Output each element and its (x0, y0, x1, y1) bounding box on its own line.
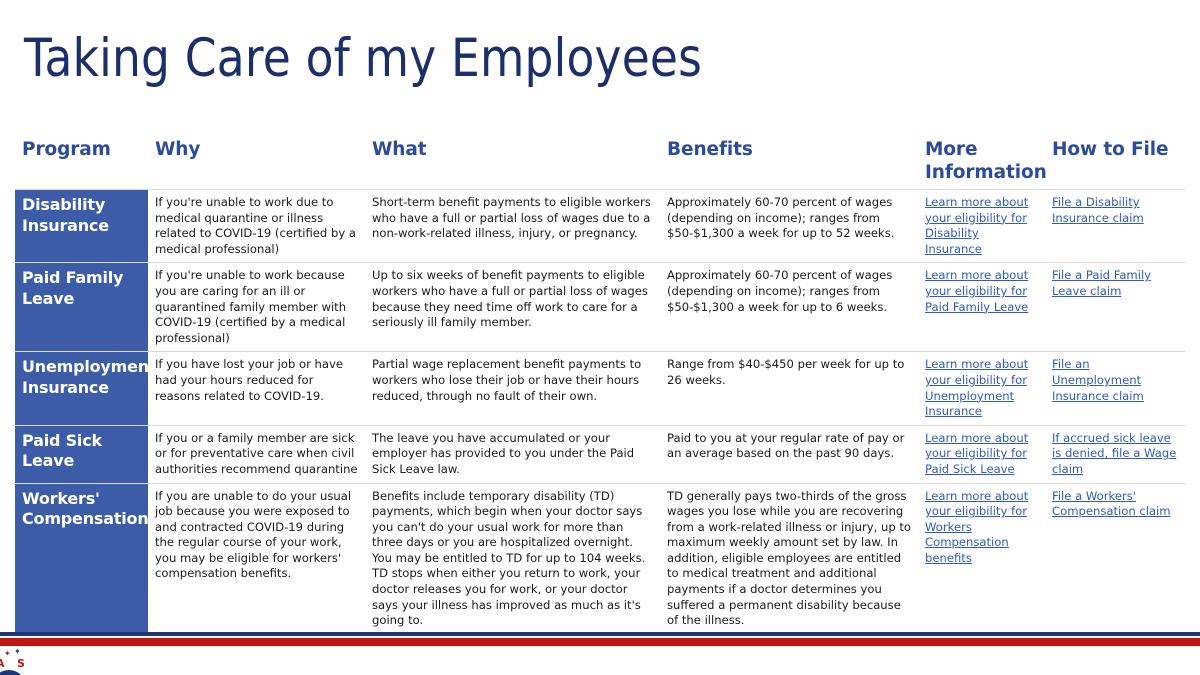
cell-program-paid-family-leave: Paid Family Leave (15, 262, 148, 353)
table-row: Workers' Compensation If you are unable … (15, 483, 1185, 635)
cell-more-information: Learn more about your eligibility for Un… (918, 351, 1045, 426)
cell-why: If you or a family member are sick or fo… (148, 425, 365, 484)
link-how-to-file[interactable]: File a Disability Insurance claim (1052, 195, 1144, 225)
table-header-row: Program Why What Benefits More Informati… (15, 133, 1185, 190)
link-how-to-file[interactable]: If accrued sick leave is denied, file a … (1052, 430, 1177, 476)
footer-navy-bar (0, 632, 1200, 636)
cell-more-information: Learn more about your eligibility for Pa… (918, 262, 1045, 353)
cell-what: Partial wage replacement benefit payment… (365, 351, 660, 426)
dome-shape (0, 670, 26, 675)
cell-more-information: Learn more about your eligibility for Pa… (918, 425, 1045, 484)
link-more-information[interactable]: Learn more about your eligibility for Wo… (925, 488, 1029, 565)
cell-benefits: TD generally pays two-thirds of the gros… (660, 483, 918, 635)
link-more-information[interactable]: Learn more about your eligibility for Un… (925, 357, 1029, 419)
column-header-program: Program (15, 133, 148, 190)
cell-why: If you're unable to work due to medical … (148, 189, 365, 264)
agency-seal-logo: ✦ ✦ ✦ A S (0, 648, 42, 675)
cell-how-to-file: File a Disability Insurance claim (1045, 189, 1185, 264)
page-title: Taking Care of my Employees (24, 28, 703, 89)
link-how-to-file[interactable]: File an Unemployment Insurance claim (1052, 357, 1144, 403)
link-more-information[interactable]: Learn more about your eligibility for Pa… (925, 430, 1029, 476)
cell-program-workers-compensation: Workers' Compensation (15, 483, 149, 635)
column-header-why: Why (148, 133, 365, 190)
column-header-more-information: More Information (918, 133, 1047, 190)
table-row: Paid Sick Leave If you or a family membe… (15, 425, 1185, 484)
cell-how-to-file: File an Unemployment Insurance claim (1045, 351, 1185, 426)
table-body: Disability Insurance If you're unable to… (15, 189, 1185, 635)
cell-benefits: Paid to you at your regular rate of pay … (660, 425, 918, 484)
cell-program-unemployment-insurance: Unemployment Insurance (15, 351, 157, 426)
star-icon: ✦ (14, 648, 21, 656)
column-header-benefits: Benefits (660, 133, 918, 190)
cell-how-to-file: File a Paid Family Leave claim (1045, 262, 1185, 353)
cell-why: If you have lost your job or have had yo… (148, 351, 365, 426)
table-row: Disability Insurance If you're unable to… (15, 189, 1185, 264)
cell-more-information: Learn more about your eligibility for Di… (918, 189, 1045, 264)
star-icon: ✦ (0, 648, 2, 655)
star-icon: ✦ (4, 649, 11, 658)
cell-benefits: Approximately 60-70 percent of wages (de… (660, 189, 918, 264)
cell-what: The leave you have accumulated or your e… (365, 425, 660, 484)
cell-why: If you're unable to work because you are… (148, 262, 365, 353)
table-header: Program Why What Benefits More Informati… (15, 133, 1185, 190)
link-more-information[interactable]: Learn more about your eligibility for Pa… (925, 268, 1029, 314)
footer-white-gap (0, 636, 1200, 638)
column-header-what: What (365, 133, 660, 190)
footer-red-bar (0, 638, 1200, 646)
cell-how-to-file: If accrued sick leave is denied, file a … (1045, 425, 1185, 484)
cell-program-paid-sick-leave: Paid Sick Leave (15, 425, 148, 484)
link-how-to-file[interactable]: File a Paid Family Leave claim (1052, 268, 1152, 298)
cell-what: Up to six weeks of benefit payments to e… (365, 262, 660, 353)
link-how-to-file[interactable]: File a Workers' Compensation claim (1052, 488, 1171, 519)
logo-letter-a: A (0, 657, 5, 670)
programs-table: Program Why What Benefits More Informati… (15, 133, 1185, 635)
link-more-information[interactable]: Learn more about your eligibility for Di… (925, 195, 1029, 256)
cell-what: Benefits include temporary disability (T… (365, 483, 660, 635)
logo-letter-s: S (17, 657, 25, 670)
cell-how-to-file: File a Workers' Compensation claim (1045, 483, 1185, 635)
table-row: Paid Family Leave If you're unable to wo… (15, 262, 1185, 353)
cell-benefits: Range from $40-$450 per week for up to 2… (660, 351, 918, 426)
cell-benefits: Approximately 60-70 percent of wages (de… (660, 262, 918, 353)
cell-why: If you are unable to do your usual job b… (148, 483, 365, 635)
table-row: Unemployment Insurance If you have lost … (15, 351, 1185, 426)
column-header-how-to-file: How to File (1045, 133, 1185, 190)
cell-what: Short-term benefit payments to eligible … (365, 189, 660, 264)
programs-table-container: Program Why What Benefits More Informati… (15, 133, 1185, 635)
cell-more-information: Learn more about your eligibility for Wo… (918, 483, 1045, 635)
cell-program-disability-insurance: Disability Insurance (15, 189, 148, 264)
